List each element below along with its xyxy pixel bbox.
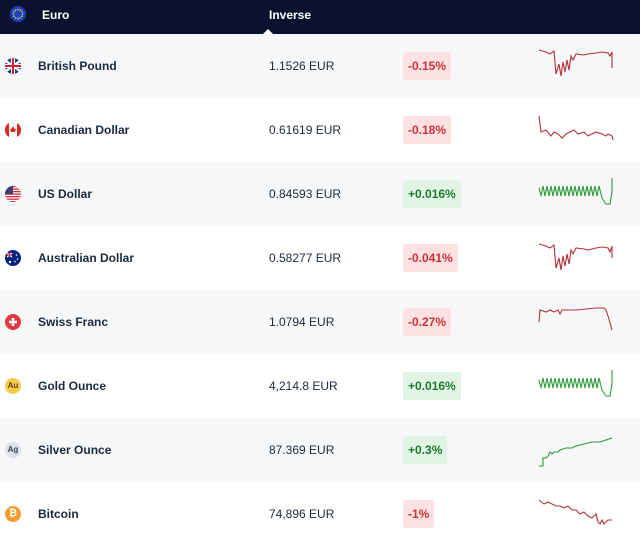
- rate: 74,896 EUR: [269, 507, 335, 521]
- eu-flag: [10, 6, 26, 22]
- rows: British Pound 1.1526 EUR -0.15% Canadian…: [0, 34, 640, 546]
- change: +0.016%: [403, 180, 461, 208]
- name: Bitcoin: [38, 507, 79, 521]
- flag: [5, 186, 21, 202]
- rate: 87.369 EUR: [269, 443, 335, 457]
- icon: Au: [5, 378, 21, 394]
- icon: Ag: [5, 442, 21, 458]
- sparkline: [538, 243, 613, 271]
- icon: ₿: [5, 506, 21, 522]
- flag: [5, 250, 21, 266]
- row[interactable]: ₿ Bitcoin 74,896 EUR -1%: [0, 482, 640, 546]
- name: Gold Ounce: [38, 379, 107, 393]
- rate: 0.58277 EUR: [269, 251, 342, 265]
- header: Euro Inverse: [0, 0, 640, 34]
- row[interactable]: British Pound 1.1526 EUR -0.15%: [0, 34, 640, 98]
- rate: 0.61619 EUR: [269, 123, 342, 137]
- sparkline: [538, 499, 612, 525]
- row[interactable]: Australian Dollar 0.58277 EUR -0.041%: [0, 226, 640, 290]
- base-currency[interactable]: Euro: [42, 8, 70, 22]
- rate: 4,214.8 EUR: [269, 379, 338, 393]
- sparkline: [538, 178, 613, 205]
- name: Canadian Dollar: [38, 123, 130, 137]
- change: -0.041%: [403, 244, 458, 272]
- notch: [263, 29, 273, 34]
- name: British Pound: [38, 59, 117, 73]
- flag: [5, 314, 21, 330]
- flag: [5, 58, 21, 74]
- rate: 1.0794 EUR: [269, 315, 335, 329]
- change: +0.3%: [403, 436, 448, 464]
- rate: 1.1526 EUR: [269, 59, 335, 73]
- name: Australian Dollar: [38, 251, 135, 265]
- sparkline: [538, 307, 613, 331]
- row[interactable]: Swiss Franc 1.0794 EUR -0.27%: [0, 290, 640, 354]
- sparkline: [539, 437, 613, 467]
- change: -0.27%: [403, 308, 452, 336]
- change: -0.15%: [403, 52, 452, 80]
- rate: 0.84593 EUR: [269, 187, 342, 201]
- row[interactable]: Ag Silver Ounce 87.369 EUR +0.3%: [0, 418, 640, 482]
- change: +0.016%: [403, 372, 461, 400]
- sparkline: [538, 115, 614, 141]
- name: Swiss Franc: [38, 315, 109, 329]
- sparkline: [538, 49, 613, 77]
- row[interactable]: Canadian Dollar 0.61619 EUR -0.18%: [0, 98, 640, 162]
- row[interactable]: US Dollar 0.84593 EUR +0.016%: [0, 162, 640, 226]
- change: -0.18%: [403, 116, 452, 144]
- change: -1%: [403, 500, 435, 528]
- flag: [5, 122, 21, 138]
- sparkline: [538, 370, 613, 397]
- inverse-toggle[interactable]: Inverse: [269, 8, 312, 22]
- name: Silver Ounce: [38, 443, 112, 457]
- row[interactable]: Au Gold Ounce 4,214.8 EUR +0.016%: [0, 354, 640, 418]
- name: US Dollar: [38, 187, 93, 201]
